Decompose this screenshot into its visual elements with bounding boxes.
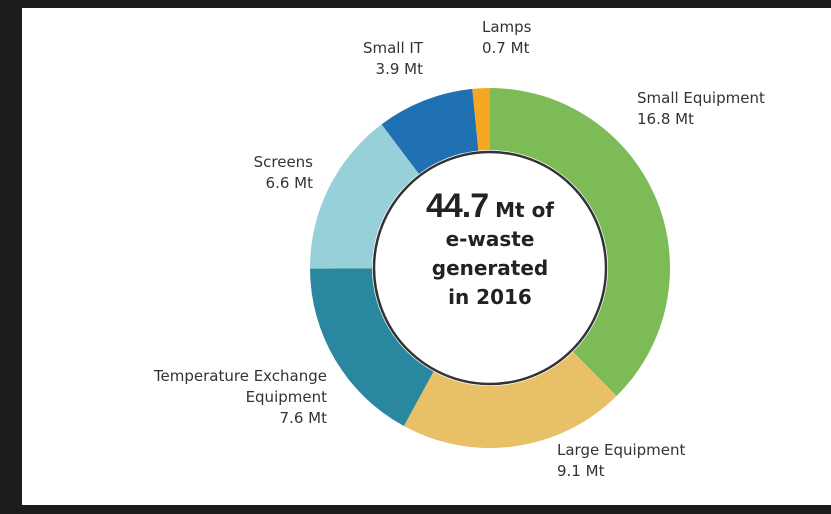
category-name: Small IT bbox=[303, 38, 423, 59]
value-label: 7.6 Mt bbox=[67, 408, 327, 429]
value-label: 9.1 Mt bbox=[557, 461, 777, 482]
page: 44.7 Mt of e-waste generated in 2016 (()… bbox=[0, 0, 831, 514]
center-line: e-waste bbox=[380, 225, 600, 254]
value-label: 0.7 Mt bbox=[482, 38, 582, 59]
category-name: Screens bbox=[193, 152, 313, 173]
center-line: generated bbox=[380, 254, 600, 283]
center-value: 44.7 bbox=[426, 187, 488, 225]
value-label: 3.9 Mt bbox=[303, 59, 423, 80]
value-label: 6.6 Mt bbox=[193, 173, 313, 194]
category-name: Temperature Exchange Equipment bbox=[72, 366, 327, 408]
category-name: Large Equipment bbox=[557, 440, 777, 461]
center-text: 44.7 Mt of e-waste generated in 2016 bbox=[380, 192, 600, 312]
value-label: 16.8 Mt bbox=[637, 109, 831, 130]
category-name: Lamps bbox=[482, 17, 582, 38]
center-line: Mt of bbox=[495, 198, 554, 222]
center-line: in 2016 bbox=[380, 283, 600, 312]
category-name: Small Equipment bbox=[637, 88, 831, 109]
